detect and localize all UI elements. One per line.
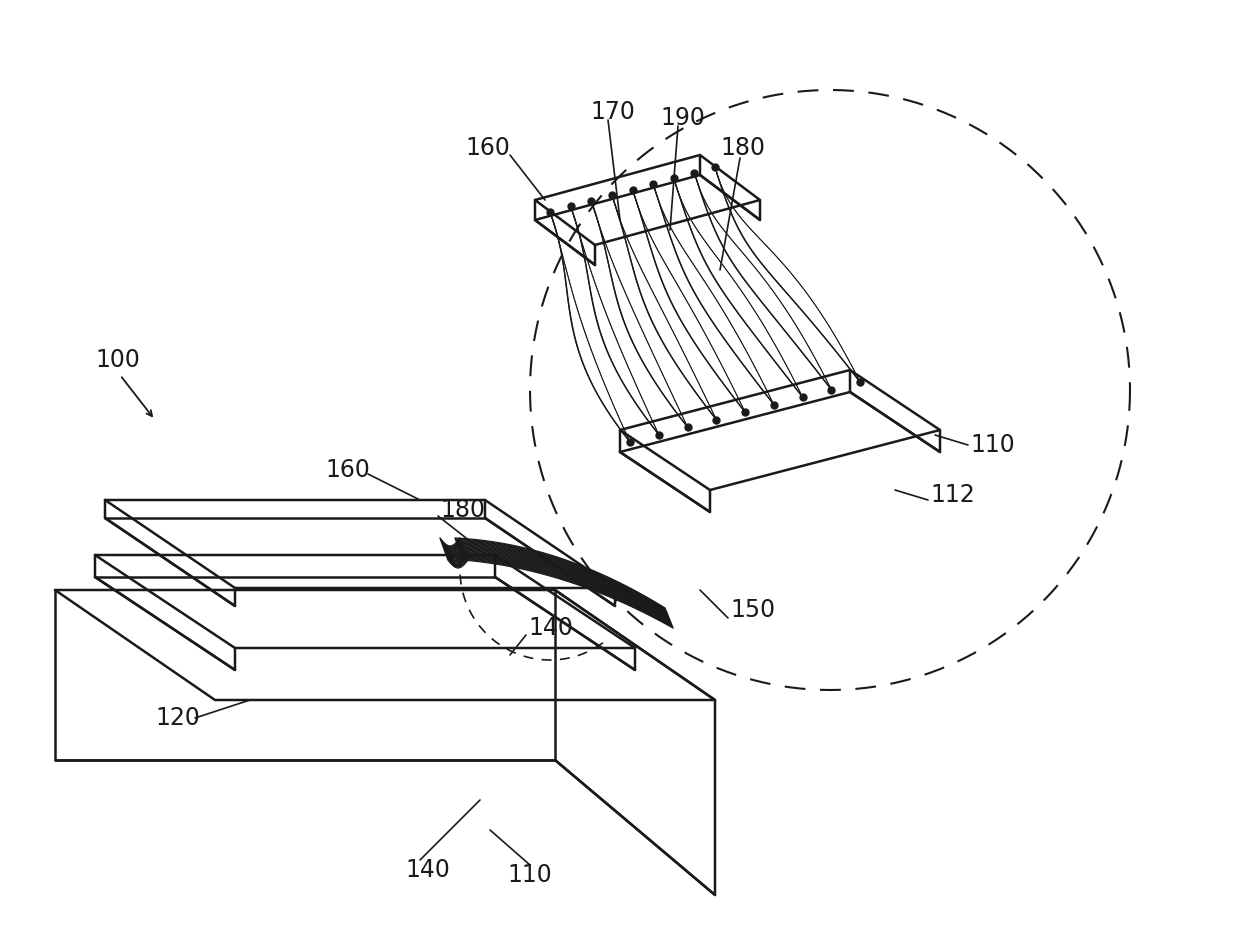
Text: 160: 160 [325, 458, 370, 482]
Text: 180: 180 [720, 136, 765, 160]
Text: 150: 150 [730, 598, 775, 622]
Text: 110: 110 [507, 863, 552, 887]
Text: 110: 110 [970, 433, 1014, 457]
Text: 140: 140 [405, 858, 450, 882]
Text: 180: 180 [440, 498, 485, 522]
Text: 170: 170 [590, 100, 635, 124]
Text: 190: 190 [660, 106, 704, 130]
Text: 100: 100 [95, 348, 140, 372]
Text: 160: 160 [465, 136, 510, 160]
Text: 112: 112 [930, 483, 975, 507]
Text: 140: 140 [528, 616, 573, 640]
Text: 120: 120 [155, 706, 200, 730]
